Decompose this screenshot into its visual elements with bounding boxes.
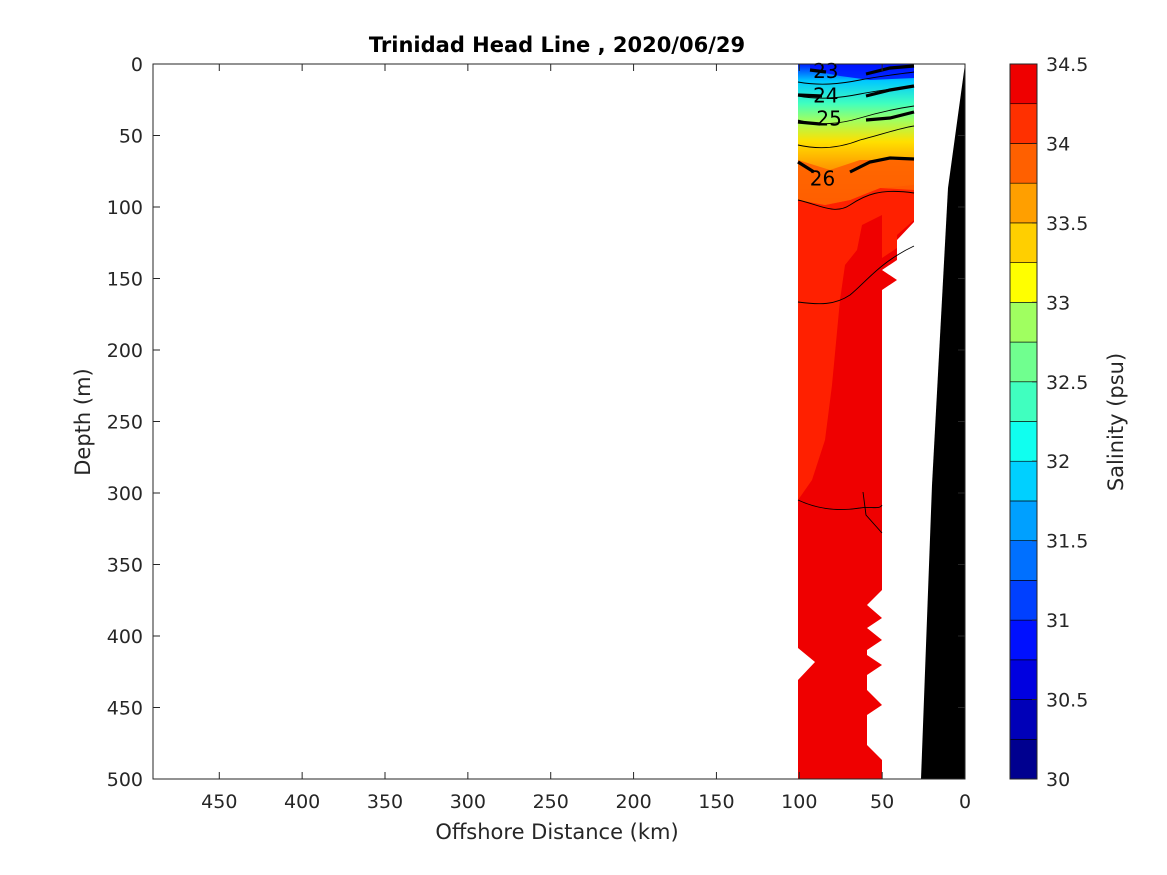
colorbar-segment bbox=[1009, 580, 1038, 621]
colorbar-segment bbox=[1009, 500, 1038, 541]
x-tick-label: 450 bbox=[201, 791, 237, 813]
x-tick-label: 200 bbox=[615, 791, 651, 813]
colorbar-segment bbox=[1009, 460, 1038, 502]
y-tick-label: 400 bbox=[107, 626, 143, 648]
y-tick-label: 250 bbox=[107, 412, 143, 434]
x-tick-label: 250 bbox=[533, 791, 569, 813]
y-tick-label: 50 bbox=[119, 126, 143, 148]
x-tick-label: 50 bbox=[870, 791, 894, 813]
y-axis-title: Depth (m) bbox=[71, 368, 95, 475]
y-tick-label: 500 bbox=[107, 769, 143, 791]
colorbar-frame bbox=[1009, 63, 1038, 780]
colorbar-segment bbox=[1009, 222, 1038, 263]
density-contours bbox=[797, 64, 915, 174]
y-tick-label: 150 bbox=[107, 269, 143, 291]
x-axis: 450 400 350 300 250 200 150 100 50 0 bbox=[201, 64, 971, 813]
colorbar-tick-label: 32.5 bbox=[1046, 372, 1088, 394]
y-axis: 0 50 100 150 200 250 300 350 400 450 500 bbox=[107, 54, 965, 791]
colorbar-segment bbox=[1009, 738, 1038, 780]
density-contour-label: 24 bbox=[813, 83, 838, 107]
colorbar-tick-label: 34 bbox=[1046, 133, 1070, 155]
y-tick-label: 350 bbox=[107, 555, 143, 577]
density-contour-label: 25 bbox=[816, 106, 841, 130]
colorbar-tick-label: 31.5 bbox=[1046, 531, 1088, 553]
colorbar-tick-label: 30.5 bbox=[1046, 690, 1088, 712]
bathymetry-fill bbox=[921, 64, 965, 779]
colorbar-tick-label: 33 bbox=[1046, 292, 1070, 314]
x-tick-label: 100 bbox=[781, 791, 817, 813]
colorbar-segment bbox=[1009, 341, 1038, 383]
colorbar-segment bbox=[1009, 699, 1038, 740]
x-tick-label: 0 bbox=[959, 791, 971, 813]
x-tick-label: 300 bbox=[450, 791, 486, 813]
colorbar-segment bbox=[1009, 63, 1038, 105]
colorbar-segment bbox=[1009, 182, 1038, 224]
y-tick-label: 200 bbox=[107, 340, 143, 362]
colorbar-segment bbox=[1009, 421, 1038, 462]
colorbar-tick-label: 33.5 bbox=[1046, 213, 1088, 235]
colorbar-segment bbox=[1009, 540, 1038, 581]
y-tick-label: 0 bbox=[131, 54, 143, 76]
y-tick-label: 450 bbox=[107, 698, 143, 720]
colorbar-tick-label: 30 bbox=[1046, 769, 1070, 791]
colorbar: 30 30.5 31 31.5 32 32.5 33 33.5 34 34.5 bbox=[1009, 54, 1088, 791]
colorbar-title: Salinity (psu) bbox=[1104, 353, 1128, 491]
x-tick-label: 400 bbox=[284, 791, 320, 813]
x-tick-label: 150 bbox=[698, 791, 734, 813]
colorbar-segment bbox=[1009, 381, 1038, 422]
colorbar-segment bbox=[1009, 262, 1038, 303]
colorbar-tick-label: 32 bbox=[1046, 451, 1070, 473]
colorbar-segment bbox=[1009, 619, 1038, 661]
density-contour-label: 26 bbox=[810, 166, 835, 190]
chart-title: Trinidad Head Line , 2020/06/29 bbox=[369, 33, 745, 57]
density-contour-label: 23 bbox=[813, 59, 838, 83]
y-tick-label: 300 bbox=[107, 483, 143, 505]
colorbar-tick-label: 34.5 bbox=[1046, 54, 1088, 76]
y-tick-label: 100 bbox=[107, 197, 143, 219]
colorbar-segment bbox=[1009, 659, 1038, 700]
colorbar-segment bbox=[1009, 103, 1038, 144]
colorbar-segment bbox=[1009, 302, 1038, 343]
section-fill bbox=[797, 64, 965, 779]
colorbar-tick-label: 31 bbox=[1046, 610, 1070, 632]
colorbar-segment bbox=[1009, 143, 1038, 184]
x-tick-label: 350 bbox=[367, 791, 403, 813]
upper-orange-layer bbox=[798, 160, 914, 205]
x-axis-title: Offshore Distance (km) bbox=[435, 820, 678, 844]
